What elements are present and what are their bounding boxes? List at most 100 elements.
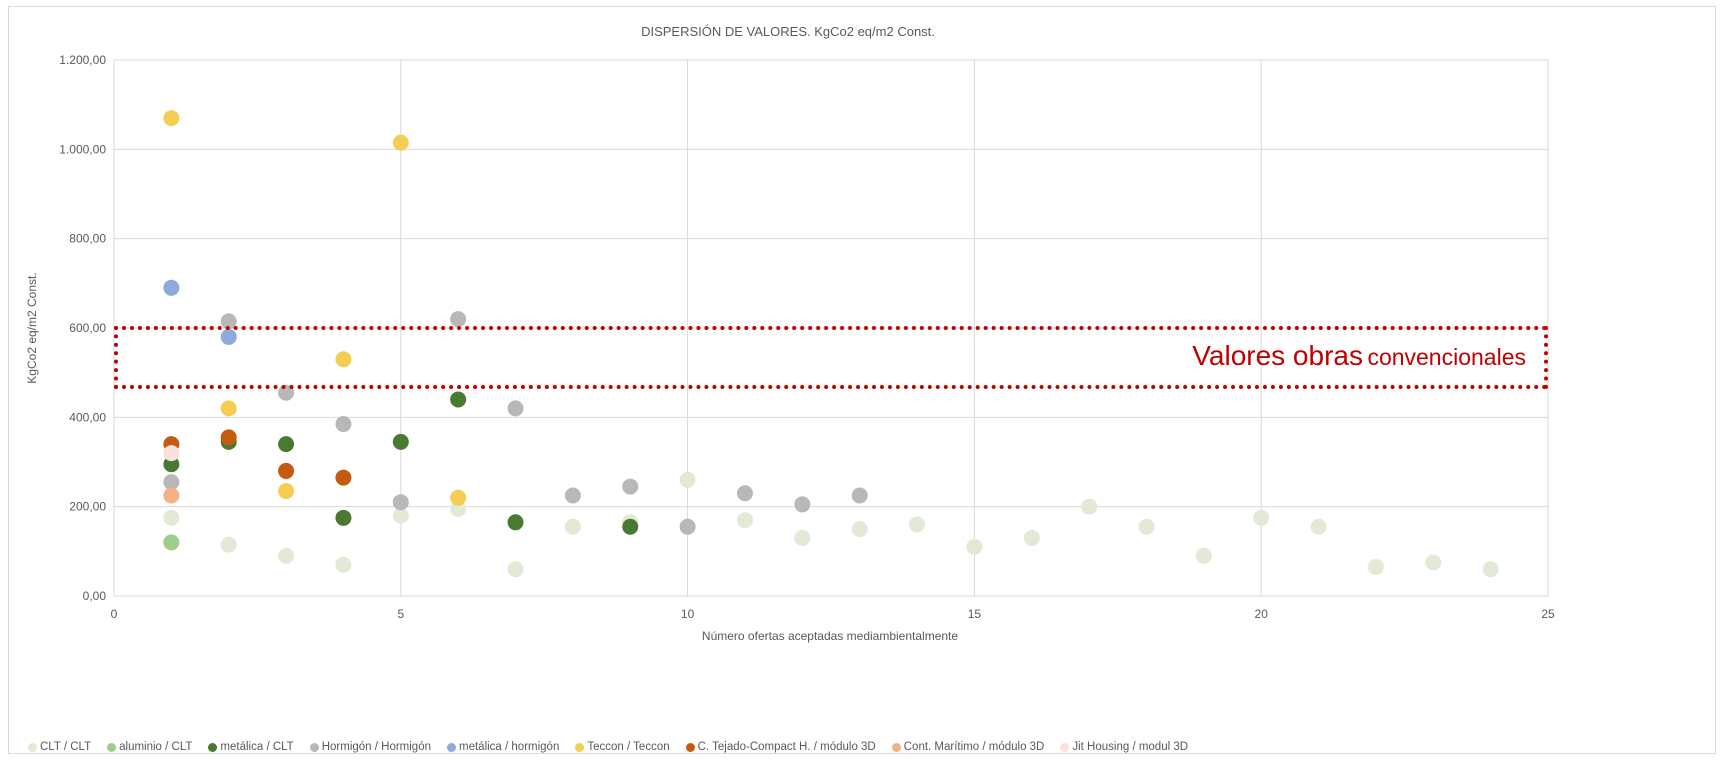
- legend-item: Cont. Marítimo / módulo 3D: [891, 741, 1045, 753]
- legend-label: Jit Housing / modul 3D: [1072, 741, 1189, 753]
- legend-label: Hormigón / Hormigón: [321, 741, 431, 753]
- data-point: [278, 436, 295, 453]
- y-tick-label: 1.000,00: [59, 142, 106, 156]
- data-points: [163, 110, 1499, 578]
- y-tick-label: 200,00: [69, 500, 106, 514]
- legend-item: CLT / CLT: [28, 741, 91, 753]
- data-point: [679, 471, 696, 488]
- chart-frame: [8, 6, 1716, 754]
- data-point: [1138, 518, 1155, 535]
- data-point: [450, 311, 467, 328]
- data-point: [163, 509, 180, 526]
- y-axis-title: KgCo2 eq/m2 Const.: [25, 272, 39, 383]
- data-point: [622, 478, 639, 495]
- x-tick-label: 5: [397, 607, 404, 621]
- y-tick-label: 1.200,00: [59, 53, 106, 67]
- data-point: [392, 134, 409, 151]
- highlight-label-small: convencionales: [1367, 344, 1526, 370]
- data-point: [335, 469, 352, 486]
- legend-item: metálica / CLT: [208, 741, 294, 753]
- data-point: [220, 400, 237, 417]
- data-point: [1367, 558, 1384, 575]
- data-point: [1310, 518, 1327, 535]
- y-tick-label: 400,00: [69, 410, 106, 424]
- x-tick-label: 10: [681, 607, 695, 621]
- data-point: [450, 500, 467, 517]
- data-point: [163, 445, 180, 462]
- legend-label: Cont. Marítimo / módulo 3D: [903, 741, 1045, 753]
- legend-label: metálica / CLT: [220, 741, 294, 753]
- data-point: [220, 313, 237, 330]
- data-point: [335, 416, 352, 433]
- data-point: [450, 391, 467, 408]
- data-point: [794, 496, 811, 513]
- legend-label: CLT / CLT: [40, 741, 92, 753]
- data-point: [851, 487, 868, 504]
- data-point: [507, 514, 524, 531]
- legend-marker-icon: [891, 742, 901, 752]
- data-point: [335, 351, 352, 368]
- x-tick-label: 15: [968, 607, 982, 621]
- legend-label: Teccon / Teccon: [587, 741, 670, 753]
- legend-marker-icon: [1060, 742, 1070, 752]
- data-point: [622, 518, 639, 535]
- legend-item: Hormigón / Hormigón: [309, 741, 431, 753]
- data-point: [335, 509, 352, 526]
- y-axis-ticks: 0,00 200,00 400,00 600,00 800,00 1.000,00 1.20…: [59, 53, 106, 603]
- y-tick-label: 800,00: [69, 232, 106, 246]
- data-point: [909, 516, 926, 533]
- legend-marker-icon: [575, 742, 585, 752]
- legend-marker-icon: [107, 742, 117, 752]
- data-point: [392, 433, 409, 450]
- data-point: [163, 110, 180, 127]
- data-point: [564, 487, 581, 504]
- data-point: [1195, 547, 1212, 564]
- data-point: [450, 489, 467, 506]
- data-point: [851, 521, 868, 537]
- y-tick-label: 0,00: [83, 589, 107, 603]
- data-point: [163, 456, 180, 473]
- data-point: [966, 538, 983, 555]
- data-point: [163, 474, 180, 491]
- data-point: [736, 485, 753, 502]
- data-point: [794, 529, 811, 546]
- legend-label: aluminio / CLT: [119, 741, 193, 753]
- data-point: [564, 518, 581, 535]
- chart-title: DISPERSIÓN DE VALORES. KgCo2 eq/m2 Const…: [641, 24, 935, 39]
- data-point: [163, 279, 180, 296]
- legend-label: C. Tejado-Compact H. / módulo 3D: [697, 741, 876, 753]
- y-tick-label: 600,00: [69, 321, 106, 335]
- highlight-label: Valores obras convencionales: [1192, 340, 1526, 372]
- data-point: [278, 483, 295, 500]
- highlight-label-main: Valores obras: [1192, 340, 1363, 371]
- legend-marker-icon: [208, 742, 218, 752]
- data-point: [392, 507, 409, 524]
- data-point: [507, 400, 524, 417]
- data-point: [1253, 509, 1270, 526]
- data-point: [335, 556, 352, 573]
- conventional-range-highlight: Valores obras convencionales: [114, 326, 1548, 389]
- x-axis-title: Número ofertas aceptadas mediambientalme…: [702, 629, 958, 643]
- legend-marker-icon: [685, 742, 695, 752]
- data-point: [220, 328, 237, 345]
- data-point: [679, 518, 696, 535]
- x-tick-label: 0: [111, 607, 118, 621]
- data-point: [163, 534, 180, 551]
- data-point: [1023, 529, 1040, 546]
- legend-marker-icon: [28, 742, 37, 752]
- chart-legend: CLT / CLT aluminio / CLT metálica / CLT Hor…: [28, 737, 1708, 757]
- data-point: [278, 462, 295, 479]
- x-tick-label: 25: [1541, 607, 1555, 621]
- data-point: [1081, 498, 1098, 515]
- legend-marker-icon: [309, 742, 319, 752]
- x-tick-label: 20: [1255, 607, 1269, 621]
- legend-item: Jit Housing / modul 3D: [1060, 741, 1188, 753]
- data-point: [392, 494, 409, 511]
- data-point: [1482, 561, 1499, 578]
- legend-item: C. Tejado-Compact H. / módulo 3D: [685, 741, 876, 753]
- data-point: [507, 561, 524, 578]
- legend-item: metálica / hormigón: [447, 741, 559, 753]
- legend-marker-icon: [447, 742, 456, 752]
- data-point: [220, 429, 237, 446]
